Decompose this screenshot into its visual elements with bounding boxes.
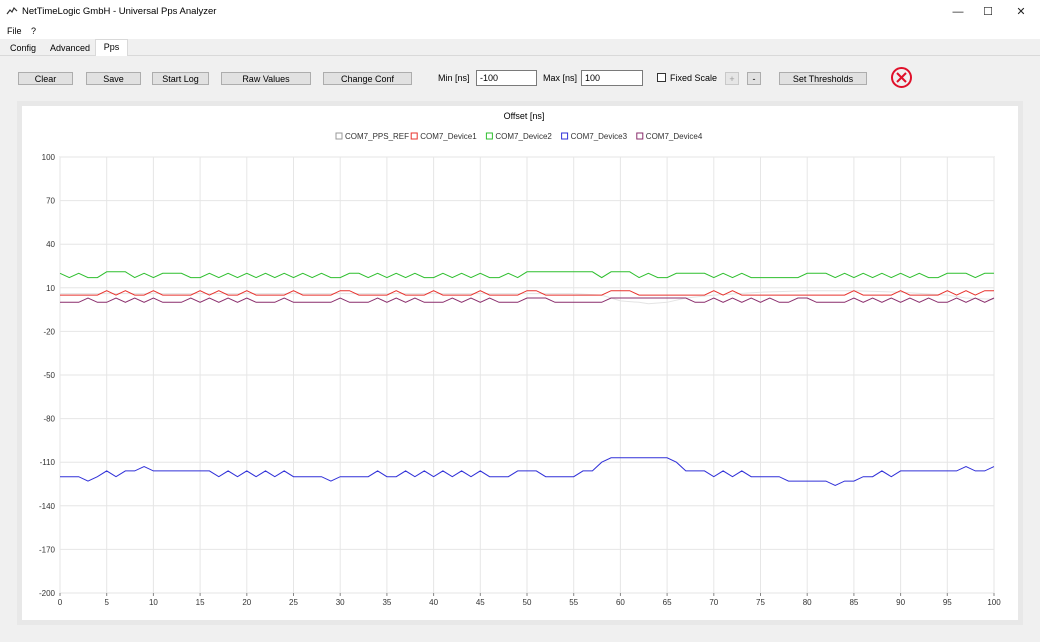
y-tick-label: -170: [39, 545, 56, 554]
series-line-com7-device1: [60, 290, 994, 296]
raw-values-button[interactable]: Raw Values: [221, 72, 311, 85]
x-tick-label: 85: [849, 598, 858, 607]
legend-swatch: [485, 132, 493, 140]
menu-help[interactable]: ?: [31, 26, 37, 36]
x-tick-label: 40: [429, 598, 438, 607]
menu-bar: File ?: [0, 24, 1040, 39]
x-axis: 0 5 10 15 20 25 30 35 40 45 50 55 60 65 70 75 80 85 90 95 10…: [58, 593, 1001, 607]
x-tick-label: 70: [709, 598, 718, 607]
start-log-button[interactable]: Start Log: [152, 72, 209, 85]
legend-swatch: [636, 132, 644, 140]
legend-label: COM7_Device1: [420, 132, 477, 141]
legend-label: COM7_PPS_REF: [345, 132, 409, 141]
x-tick-label: 30: [336, 598, 345, 607]
chart-lines: [59, 271, 995, 487]
set-thresholds-button[interactable]: Set Thresholds: [779, 72, 867, 85]
series-line-com7-device3: [60, 457, 995, 487]
x-tick-label: 95: [943, 598, 952, 607]
y-tick-label: 100: [42, 153, 56, 162]
x-tick-label: 10: [149, 598, 158, 607]
legend-label: COM7_Device3: [571, 132, 628, 141]
series-line-com7-pps-ref: [60, 290, 995, 305]
y-tick-label: -200: [39, 589, 56, 598]
clear-button[interactable]: Clear: [18, 72, 73, 85]
fixed-scale-checkbox[interactable]: [657, 73, 666, 82]
zoom-out-button[interactable]: -: [747, 72, 761, 85]
x-tick-label: 25: [289, 598, 298, 607]
legend-swatch: [410, 132, 418, 140]
stop-circle-x-icon[interactable]: [890, 66, 913, 89]
close-button[interactable]: ✕: [1016, 6, 1026, 18]
y-tick-label: 70: [46, 197, 55, 206]
legend-swatch: [561, 132, 569, 140]
max-input[interactable]: [581, 70, 643, 86]
min-label: Min [ns]: [438, 73, 470, 83]
zoom-in-button[interactable]: +: [725, 72, 739, 85]
window-title: NetTimeLogic GmbH - Universal Pps Analyz…: [22, 6, 217, 17]
x-tick-label: 65: [663, 598, 672, 607]
x-tick-label: 20: [242, 598, 251, 607]
y-tick-label: -140: [39, 502, 56, 511]
x-tick-label: 5: [104, 598, 109, 607]
minimize-button[interactable]: —: [952, 6, 964, 18]
x-tick-label: 45: [476, 598, 485, 607]
y-tick-label: -50: [43, 371, 55, 380]
y-tick-label: -110: [40, 458, 56, 467]
x-tick-label: 35: [382, 598, 391, 607]
tab-pps[interactable]: Pps: [95, 39, 128, 57]
x-tick-label: 90: [896, 598, 905, 607]
chart-title: Offset [ns]: [504, 111, 545, 121]
save-button[interactable]: Save: [86, 72, 141, 85]
legend-label: COM7_Device4: [646, 132, 703, 141]
title-bar: NetTimeLogic GmbH - Universal Pps Analyz…: [0, 0, 1040, 24]
x-tick-label: 75: [756, 598, 765, 607]
x-tick-label: 15: [196, 598, 205, 607]
tab-advanced[interactable]: Advanced: [49, 43, 91, 53]
x-tick-label: 100: [987, 598, 1001, 607]
max-label: Max [ns]: [543, 73, 578, 83]
x-tick-label: 50: [523, 598, 532, 607]
legend-label: COM7_Device2: [495, 132, 552, 141]
y-tick-label: -80: [43, 415, 55, 424]
fixed-scale-label: Fixed Scale: [670, 73, 718, 83]
x-tick-label: 55: [569, 598, 578, 607]
y-axis: 100 70 40 10 -20 -50 -80 -110 -140 -170 -200: [39, 153, 56, 598]
chart-legend: COM7_PPS_REF COM7_Device1 COM7_Device2 COM7…: [335, 132, 703, 141]
chart-area: Offset [ns] COM7_PPS_REF COM7_Device1 COM7…: [22, 106, 1018, 620]
y-tick-label: 40: [46, 240, 55, 249]
x-tick-label: 0: [58, 598, 63, 607]
min-input[interactable]: [476, 70, 537, 86]
series-line-com7-device2: [59, 271, 994, 279]
chart-grid: [59, 156, 995, 594]
y-tick-label: -20: [43, 327, 55, 336]
legend-swatch: [335, 132, 343, 140]
chart-line-icon: [6, 6, 18, 15]
x-tick-label: 80: [803, 598, 812, 607]
y-tick-label: 10: [46, 284, 55, 293]
maximize-button[interactable]: ☐: [983, 6, 993, 18]
change-conf-button[interactable]: Change Conf: [323, 72, 412, 85]
menu-file[interactable]: File: [7, 26, 22, 36]
tab-bar: Config Advanced Pps: [0, 39, 1040, 57]
series-line-com7-device4: [60, 297, 995, 303]
tab-config[interactable]: Config: [9, 43, 36, 53]
offset-chart: Offset [ns] COM7_PPS_REF COM7_Device1 COM7…: [39, 111, 1001, 607]
x-tick-label: 60: [616, 598, 625, 607]
